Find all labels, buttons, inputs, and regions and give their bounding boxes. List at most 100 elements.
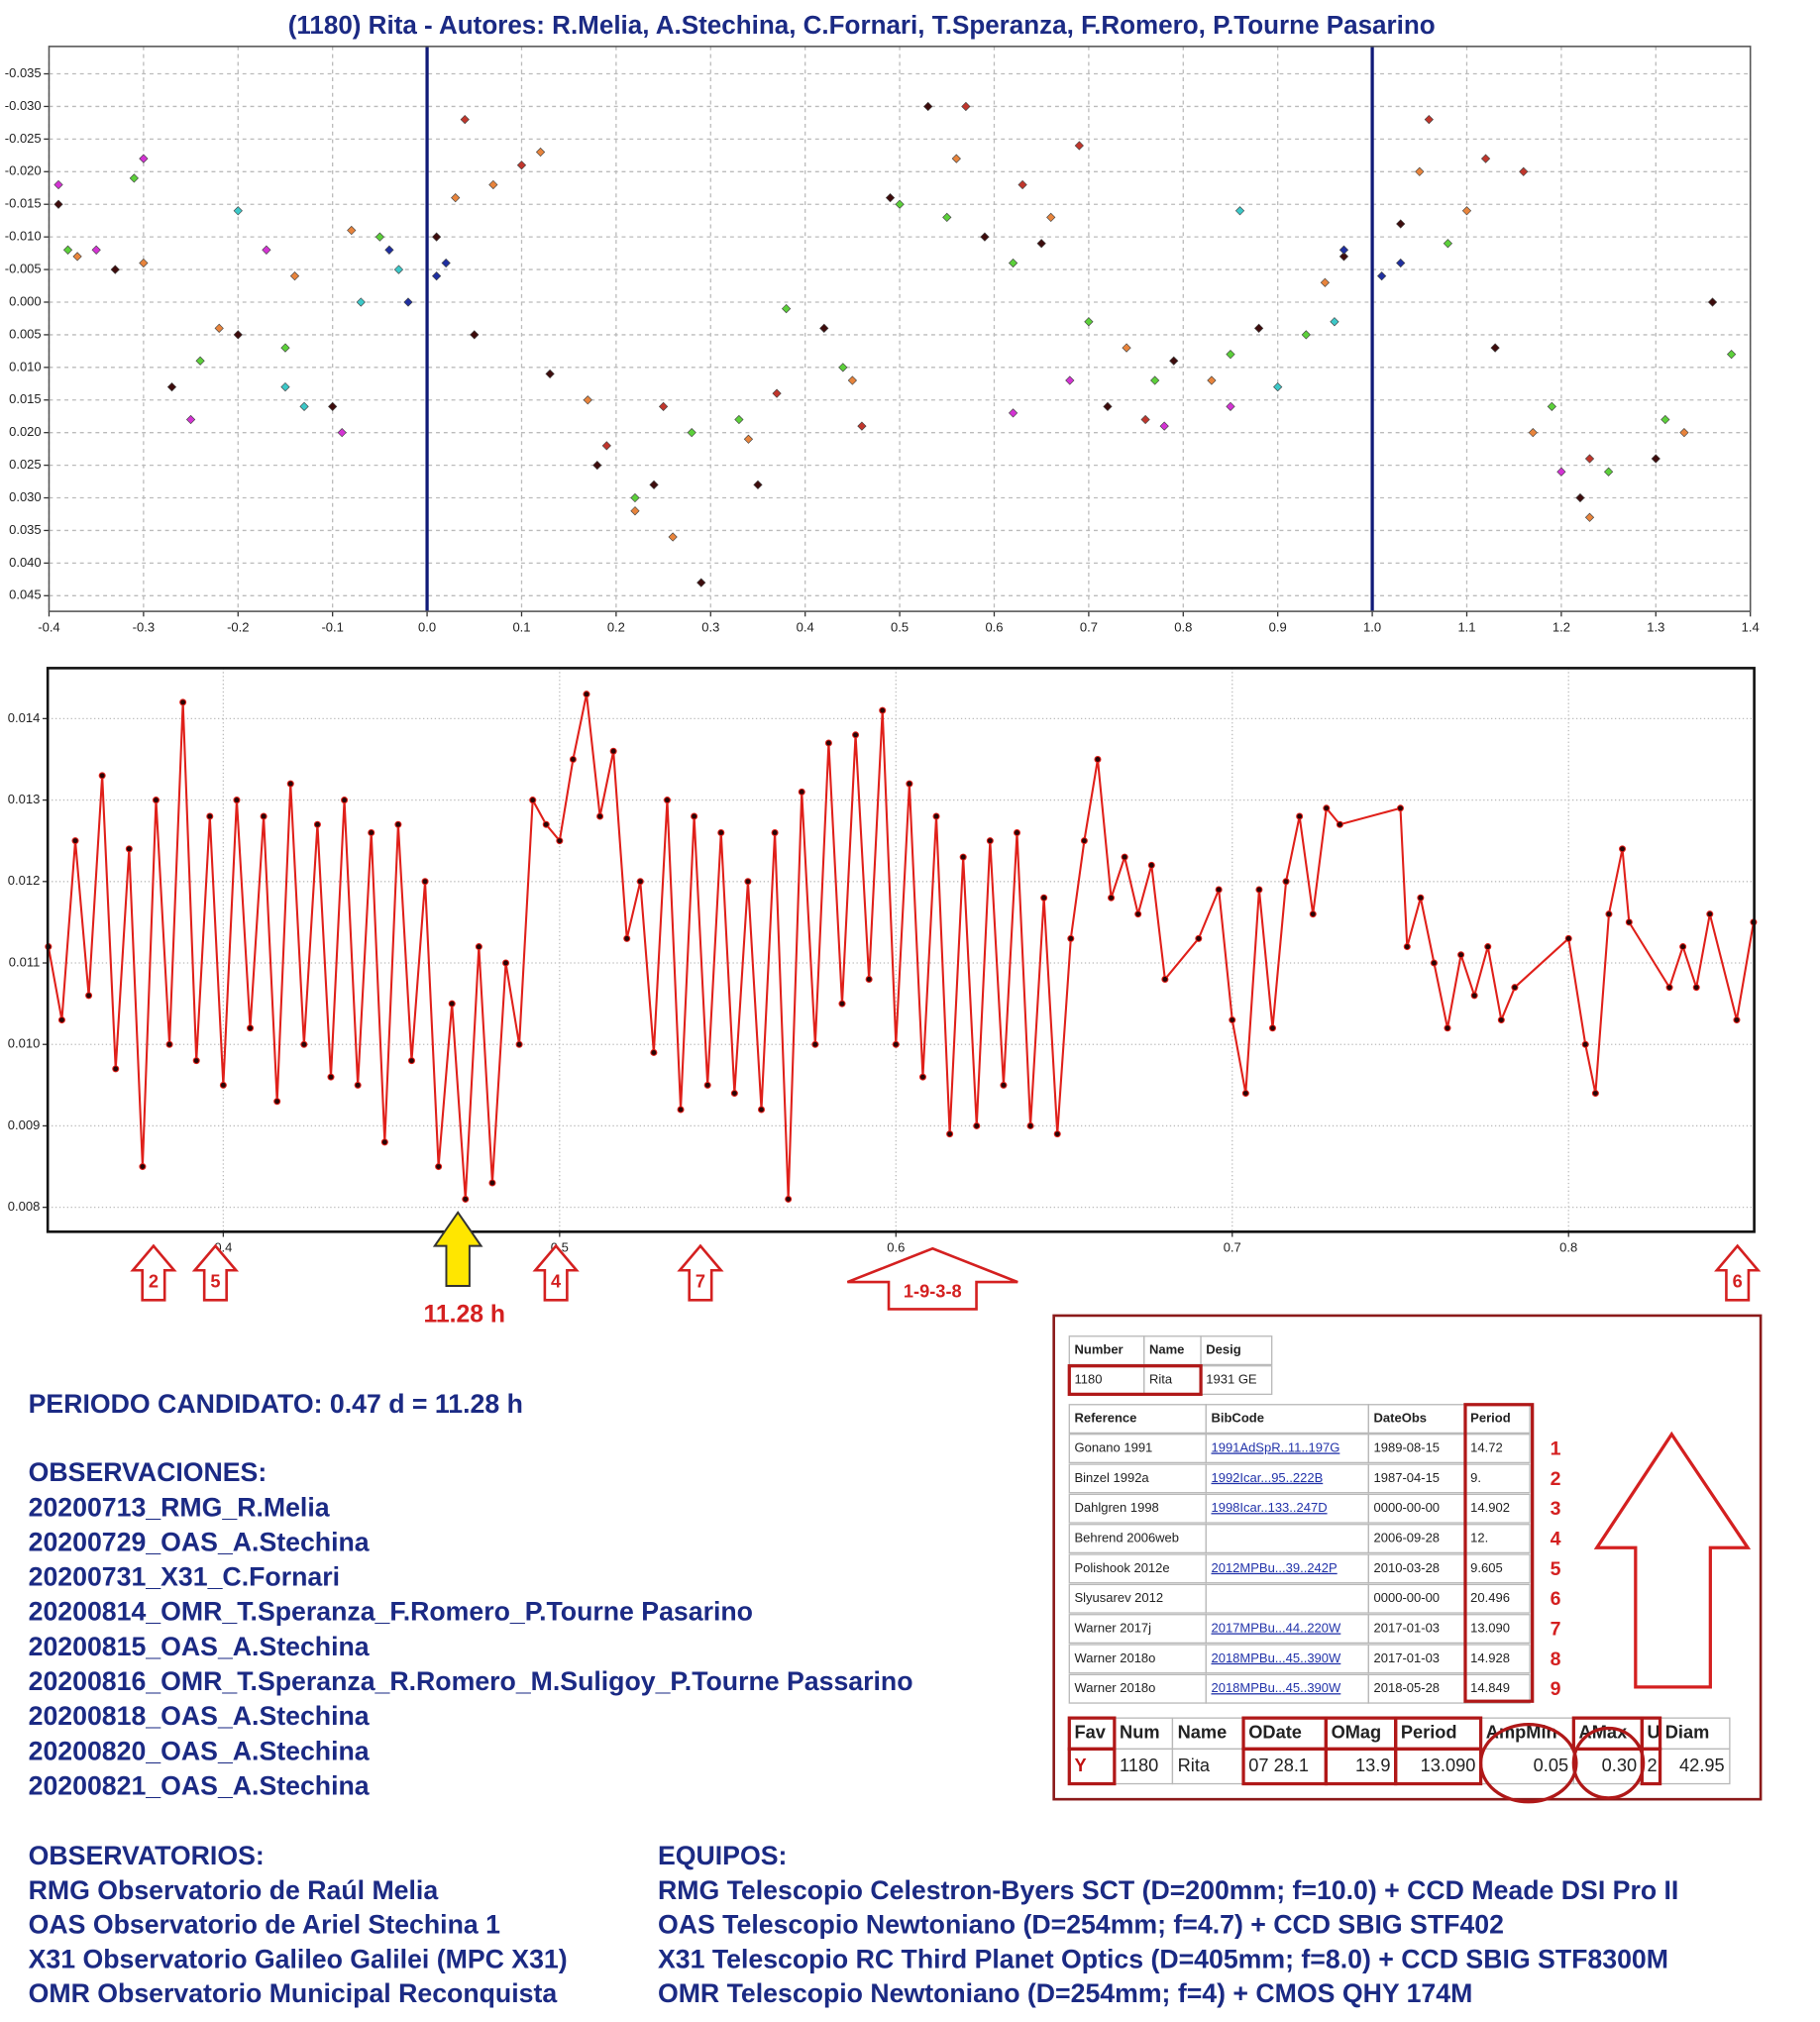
data-marker	[165, 1040, 173, 1048]
data-point	[1443, 239, 1453, 249]
data-point	[337, 428, 347, 438]
data-point	[1461, 206, 1472, 216]
data-point	[1036, 239, 1046, 249]
table-text: 13.9	[1355, 1756, 1390, 1775]
data-point	[1253, 323, 1264, 333]
data-point	[299, 401, 309, 411]
data-point	[1008, 408, 1018, 418]
data-marker	[71, 837, 79, 845]
y-tick-label: 0.015	[9, 391, 42, 406]
data-marker	[1195, 934, 1203, 942]
table-text: 2017-01-03	[1374, 1620, 1441, 1635]
data-point	[384, 245, 394, 255]
table-text: 0000-00-00	[1374, 1590, 1441, 1605]
data-point	[1103, 401, 1113, 411]
data-marker	[946, 1130, 954, 1138]
bibcode-link[interactable]: 2017MPBu...44..220W	[1211, 1620, 1341, 1635]
table-header: BibCode	[1211, 1411, 1263, 1426]
data-marker	[1147, 861, 1155, 869]
data-point	[545, 369, 555, 379]
data-point	[1556, 467, 1566, 477]
table-header: AmpMin	[1486, 1723, 1557, 1743]
data-point	[753, 479, 763, 489]
equipment: OAS Telescopio Newtoniano (D=254mm; f=4.…	[658, 1910, 1504, 1940]
plot-frame	[46, 667, 1756, 1233]
data-marker	[1067, 934, 1075, 942]
highlight	[1478, 1723, 1578, 1804]
observation: 20200729_OAS_A.Stechina	[29, 1527, 370, 1556]
equipment: OMR Telescopio Newtoniano (D=254mm; f=4)…	[658, 1978, 1472, 2008]
data-point	[1575, 492, 1585, 503]
data-point	[1017, 179, 1027, 190]
data-marker	[811, 1040, 819, 1048]
bibcode-link[interactable]: 1992Icar...95..222B	[1211, 1470, 1323, 1485]
table-header: Reference	[1074, 1411, 1136, 1426]
table-text: 2010-03-28	[1374, 1560, 1441, 1575]
data-marker	[1679, 943, 1687, 951]
data-marker	[1619, 845, 1627, 853]
table-text: 07 28.1	[1248, 1756, 1309, 1775]
section-heading: OBSERVATORIOS:	[29, 1841, 265, 1870]
data-marker	[179, 698, 187, 706]
data-point	[687, 428, 696, 438]
bibcode-link[interactable]: 2012MPBu...39..242P	[1211, 1560, 1337, 1575]
period-arrow-label: 1-9-3-8	[904, 1281, 962, 1301]
x-tick-label: 0.6	[985, 619, 1003, 634]
data-point	[1084, 317, 1094, 327]
data-point	[451, 193, 461, 203]
data-point	[1320, 277, 1331, 287]
table-header: ODate	[1248, 1723, 1302, 1743]
data-point	[885, 193, 896, 203]
period-arrow	[1714, 1243, 1762, 1302]
data-point	[1301, 330, 1311, 340]
data-point	[942, 212, 952, 223]
highlight	[1463, 1403, 1535, 1703]
table-text: 42.95	[1679, 1756, 1725, 1775]
data-point	[1338, 245, 1349, 255]
reference-index: 5	[1551, 1558, 1561, 1580]
data-point	[328, 401, 338, 411]
reference-index: 6	[1551, 1588, 1561, 1610]
bibcode-link[interactable]: 2018MPBu...45..390W	[1211, 1650, 1341, 1665]
data-point	[1065, 375, 1075, 385]
reference-index: 7	[1551, 1619, 1561, 1641]
data-marker	[380, 1138, 388, 1146]
table-text: 1931 GE	[1206, 1371, 1257, 1386]
table-cell	[1367, 1644, 1466, 1674]
data-point	[980, 232, 990, 242]
data-point	[1330, 317, 1339, 327]
data-marker	[583, 691, 590, 698]
data-point	[951, 154, 961, 163]
x-tick-label: 0.7	[1224, 1240, 1241, 1255]
data-marker	[421, 878, 429, 886]
data-marker	[1564, 934, 1572, 942]
y-tick-label: 0.005	[9, 326, 42, 341]
table-header: Number	[1074, 1342, 1123, 1357]
bibcode-link[interactable]: 2018MPBu...45..390W	[1211, 1680, 1341, 1695]
data-point	[668, 532, 678, 542]
bibcode-link[interactable]: 1998Icar..133..247D	[1211, 1500, 1327, 1515]
data-marker	[636, 878, 644, 886]
table-cell	[1464, 1463, 1531, 1494]
data-point	[1122, 343, 1131, 353]
bibcode-link[interactable]: 1991AdSpR..11..197G	[1211, 1439, 1339, 1454]
table-cell	[1659, 1717, 1731, 1751]
x-tick-label: 1.3	[1647, 619, 1664, 634]
reference-index: 2	[1551, 1468, 1561, 1490]
observation: 20200818_OAS_A.Stechina	[29, 1701, 370, 1731]
data-point	[1226, 401, 1235, 411]
data-point	[280, 343, 290, 353]
period-arrow	[130, 1243, 177, 1302]
table-text: 12.	[1470, 1530, 1488, 1544]
data-point	[185, 414, 196, 425]
data-point	[129, 173, 139, 183]
data-marker	[865, 975, 873, 983]
period-arrow	[191, 1243, 240, 1302]
y-tick-label: 0.012	[8, 873, 41, 888]
data-point	[895, 199, 905, 209]
data-marker	[973, 1121, 981, 1129]
data-point	[1159, 421, 1169, 431]
data-marker	[798, 788, 805, 796]
y-tick-label: 0.010	[8, 1036, 41, 1051]
data-marker	[1053, 1130, 1061, 1138]
